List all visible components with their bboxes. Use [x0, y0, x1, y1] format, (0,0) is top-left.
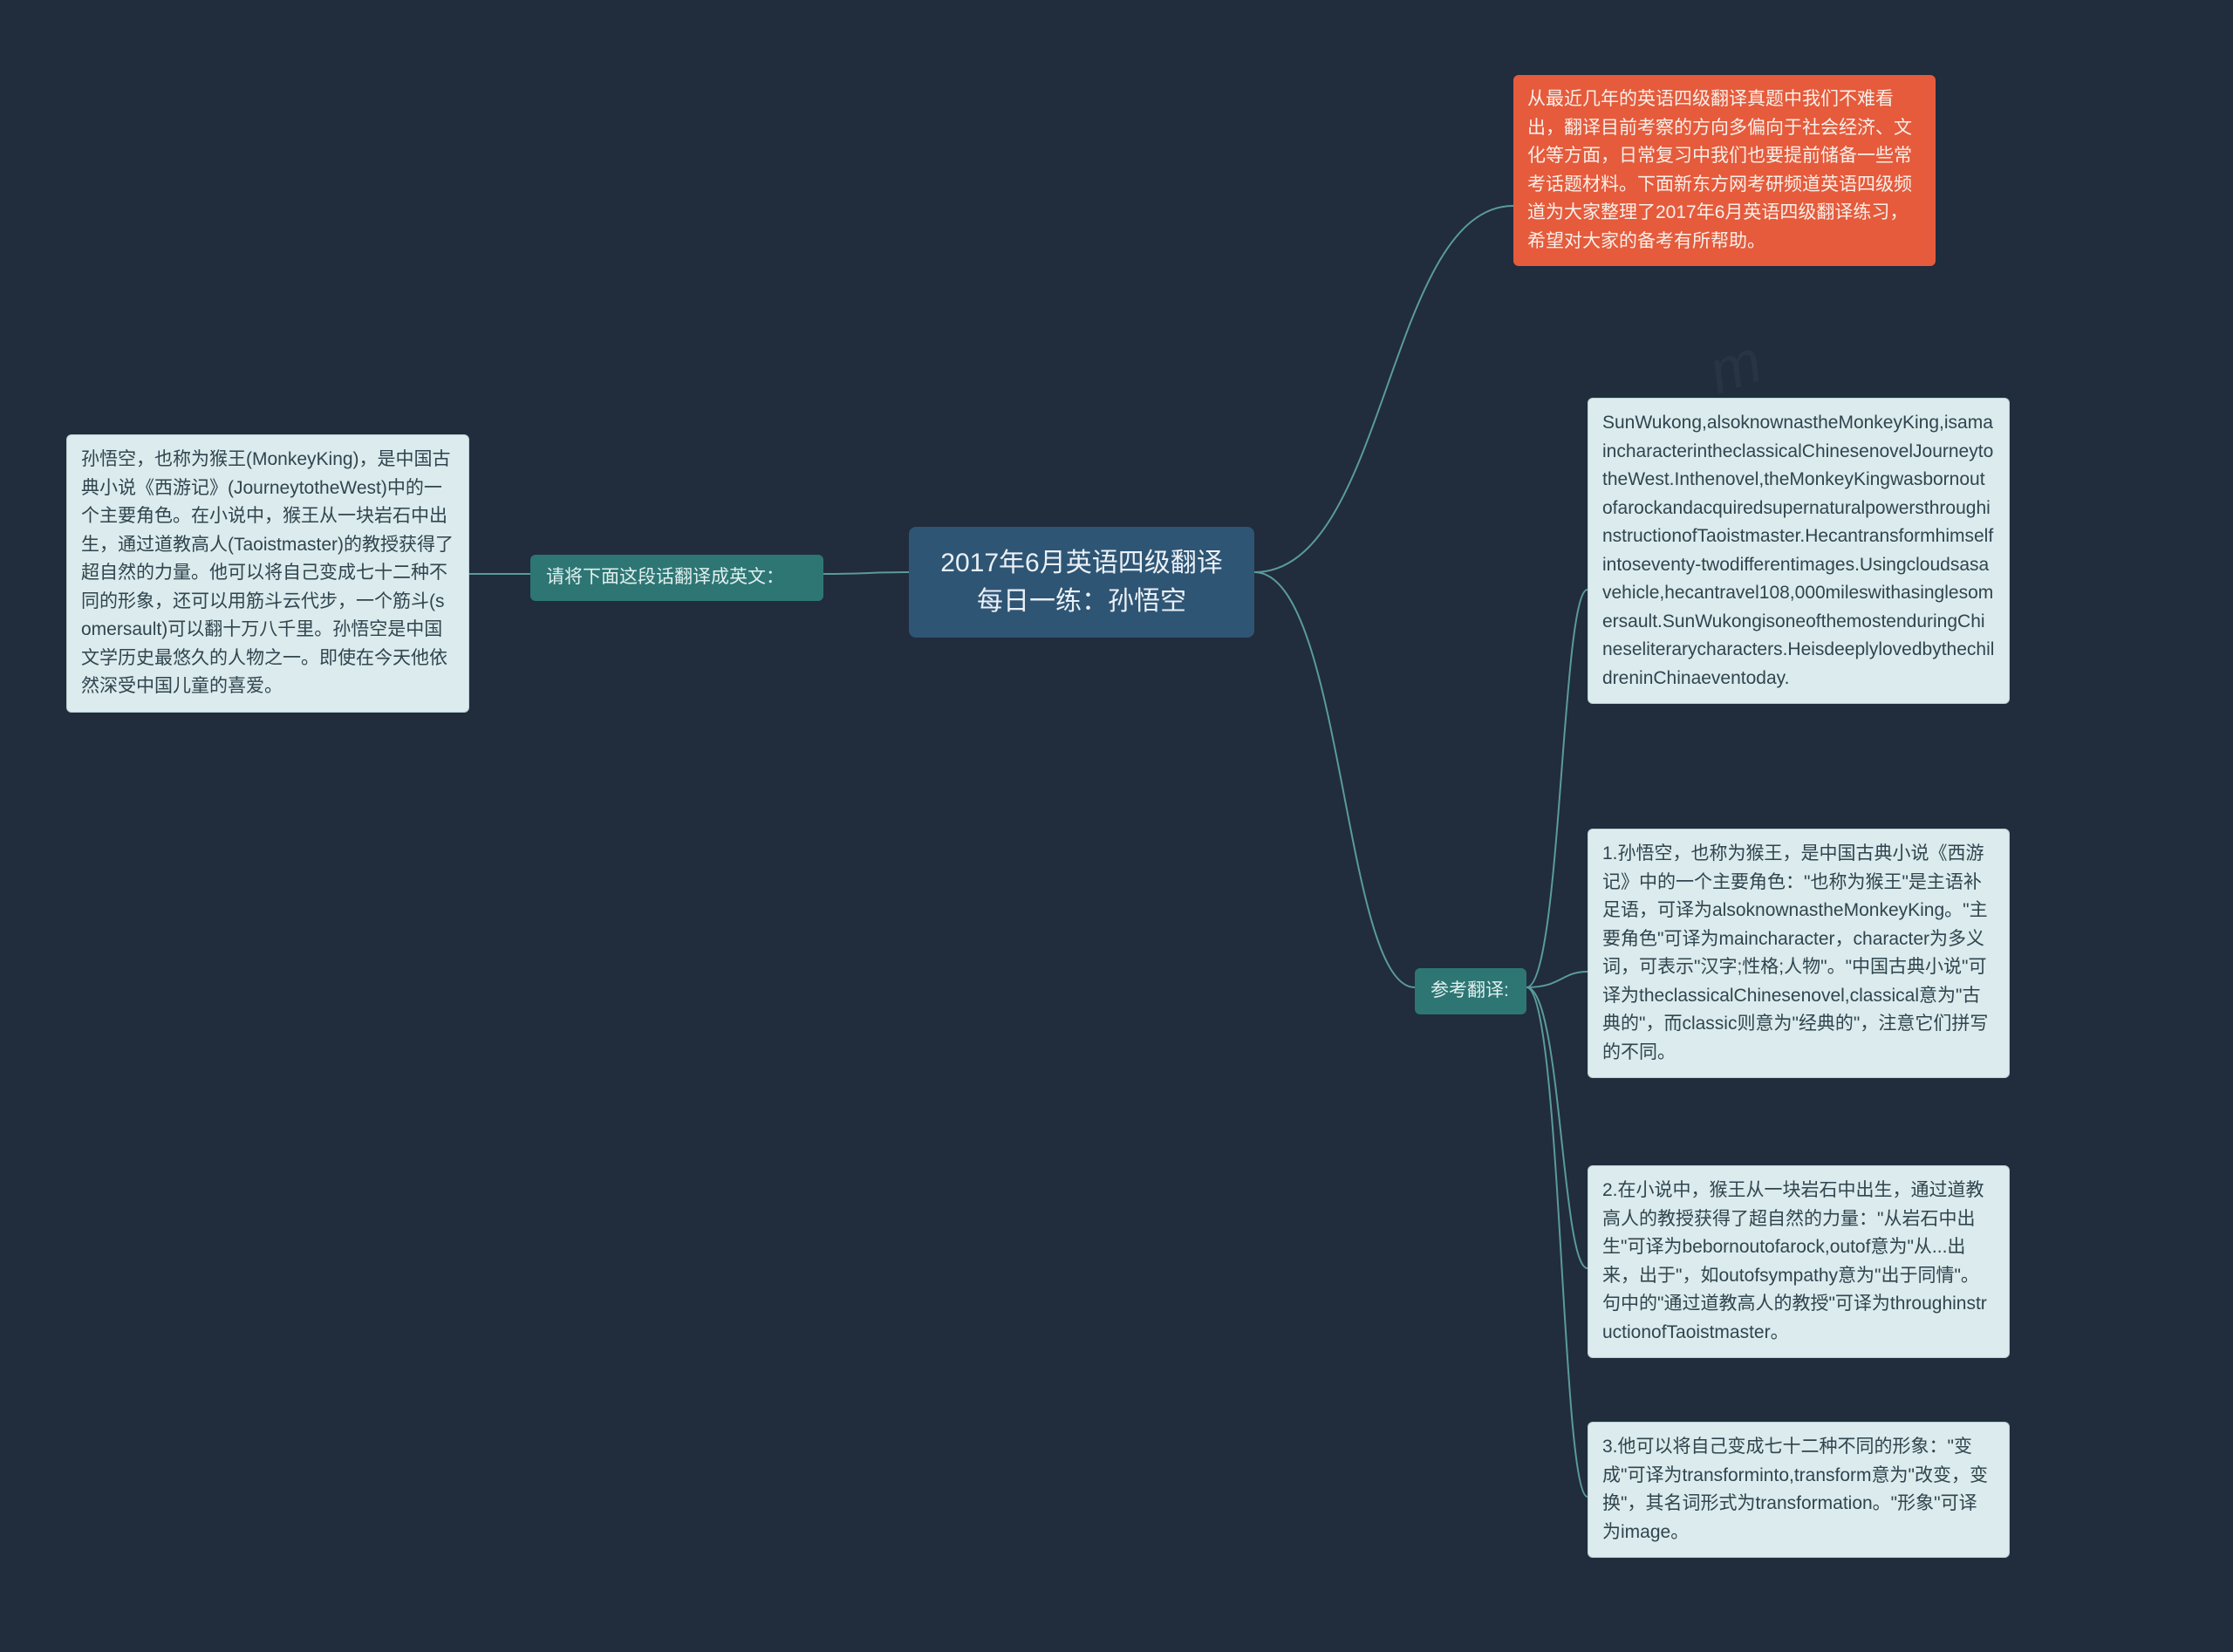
- edge: [1254, 572, 1415, 987]
- ref-leaf-2[interactable]: 2.在小说中，猴王从一块岩石中出生，通过道教高人的教授获得了超自然的力量："从岩…: [1588, 1165, 2010, 1358]
- ref-leaf-3[interactable]: 3.他可以将自己变成七十二种不同的形象："变成"可译为transforminto…: [1588, 1422, 2010, 1558]
- source-text: 孙悟空，也称为猴王(MonkeyKing)，是中国古典小说《西游记》(Journ…: [81, 449, 454, 696]
- intro-node[interactable]: 从最近几年的英语四级翻译真题中我们不难看出，翻译目前考察的方向多偏向于社会经济、…: [1513, 75, 1936, 266]
- ref-leaf-1[interactable]: 1.孙悟空，也称为猴王，是中国古典小说《西游记》中的一个主要角色："也称为猴王"…: [1588, 829, 2010, 1078]
- watermark: m: [1700, 325, 1770, 407]
- edge: [1526, 987, 1588, 1497]
- root-line1: 2017年6月英语四级翻译: [933, 544, 1230, 583]
- edge: [823, 572, 909, 574]
- edge: [1526, 590, 1588, 987]
- edge: [1254, 206, 1513, 572]
- root-node[interactable]: 2017年6月英语四级翻译 每日一练：孙悟空: [909, 527, 1254, 638]
- source-text-leaf[interactable]: 孙悟空，也称为猴王(MonkeyKing)，是中国古典小说《西游记》(Journ…: [66, 434, 469, 713]
- ref-leaf-0[interactable]: SunWukong,alsoknownastheMonkeyKing,isama…: [1588, 398, 2010, 704]
- reference-label: 参考翻译:: [1431, 980, 1509, 1000]
- prompt-label: 请将下面这段话翻译成英文：: [546, 567, 784, 587]
- ref-leaf-0-text: SunWukong,alsoknownastheMonkeyKing,isama…: [1602, 413, 1994, 688]
- intro-text: 从最近几年的英语四级翻译真题中我们不难看出，翻译目前考察的方向多偏向于社会经济、…: [1527, 89, 1912, 251]
- ref-leaf-3-text: 3.他可以将自己变成七十二种不同的形象："变成"可译为transforminto…: [1602, 1437, 1988, 1542]
- reference-branch[interactable]: 参考翻译:: [1415, 968, 1526, 1014]
- ref-leaf-2-text: 2.在小说中，猴王从一块岩石中出生，通过道教高人的教授获得了超自然的力量："从岩…: [1602, 1180, 1987, 1342]
- edge: [1526, 987, 1588, 1268]
- ref-leaf-1-text: 1.孙悟空，也称为猴王，是中国古典小说《西游记》中的一个主要角色："也称为猴王"…: [1602, 843, 1988, 1062]
- root-line2: 每日一练：孙悟空: [933, 583, 1230, 621]
- edge: [1526, 972, 1588, 987]
- prompt-branch[interactable]: 请将下面这段话翻译成英文：: [530, 555, 823, 601]
